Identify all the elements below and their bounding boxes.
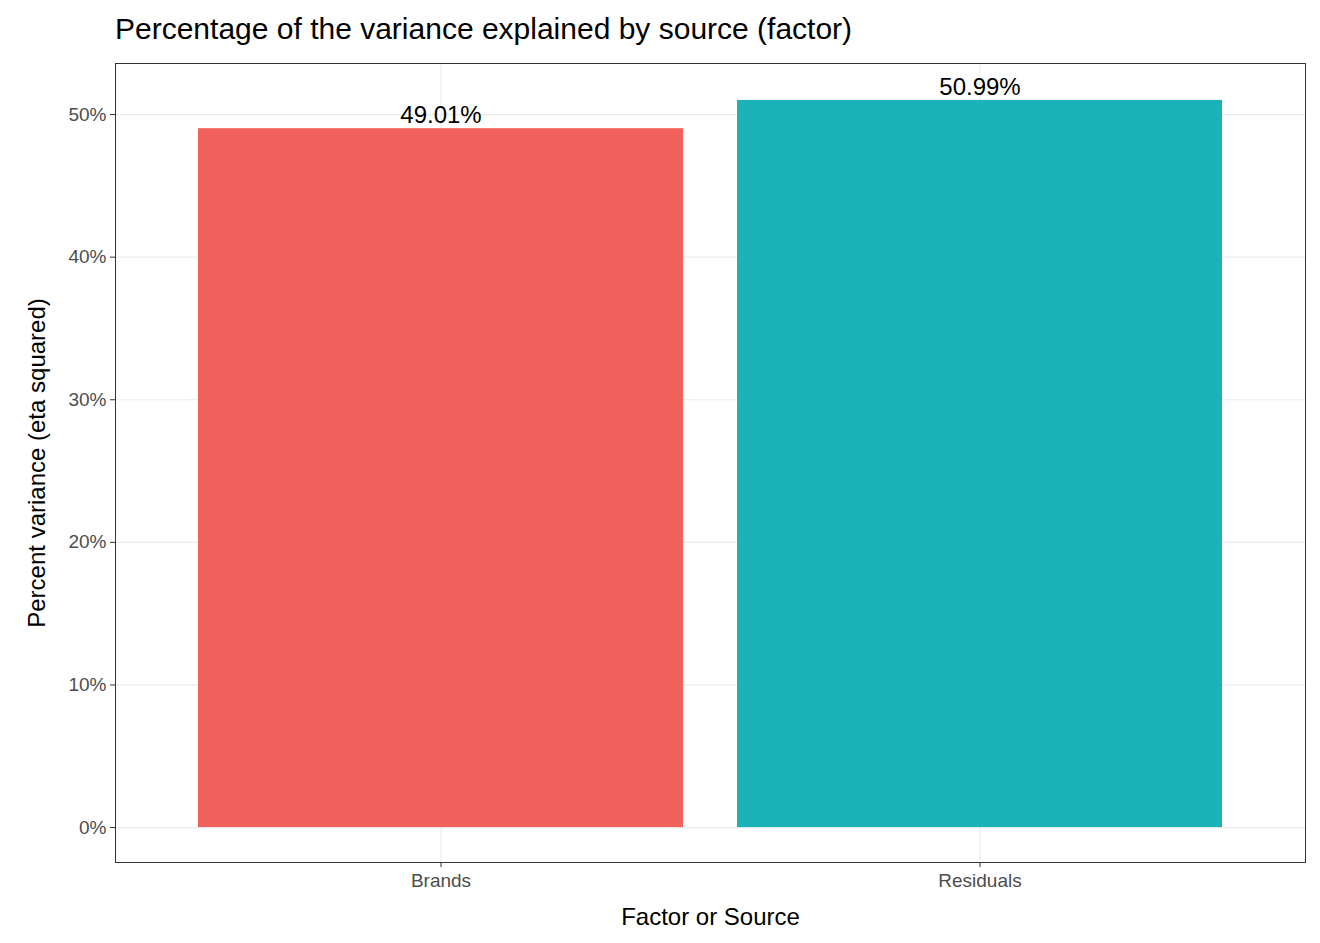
html-text:Percentage of the variance exp: Percentage of the variance explained by … (115, 12, 853, 45)
svg-text:40%: 40% (68, 246, 106, 267)
svg-text:Residuals: Residuals (938, 870, 1021, 891)
svg-text:0%: 0% (79, 817, 107, 838)
svg-text:30%: 30% (68, 389, 106, 410)
svg-text:49.01%: 49.01% (400, 101, 481, 128)
svg-text:50%: 50% (68, 104, 106, 125)
svg-text:50.99%: 50.99% (939, 73, 1020, 100)
svg-text:Percent variance (eta squared): Percent variance (eta squared) (23, 298, 50, 628)
svg-text:Brands: Brands (411, 870, 471, 891)
svg-text:Factor or Source: Factor or Source (621, 903, 800, 930)
svg-text:20%: 20% (68, 531, 106, 552)
svg-text:10%: 10% (68, 674, 106, 695)
